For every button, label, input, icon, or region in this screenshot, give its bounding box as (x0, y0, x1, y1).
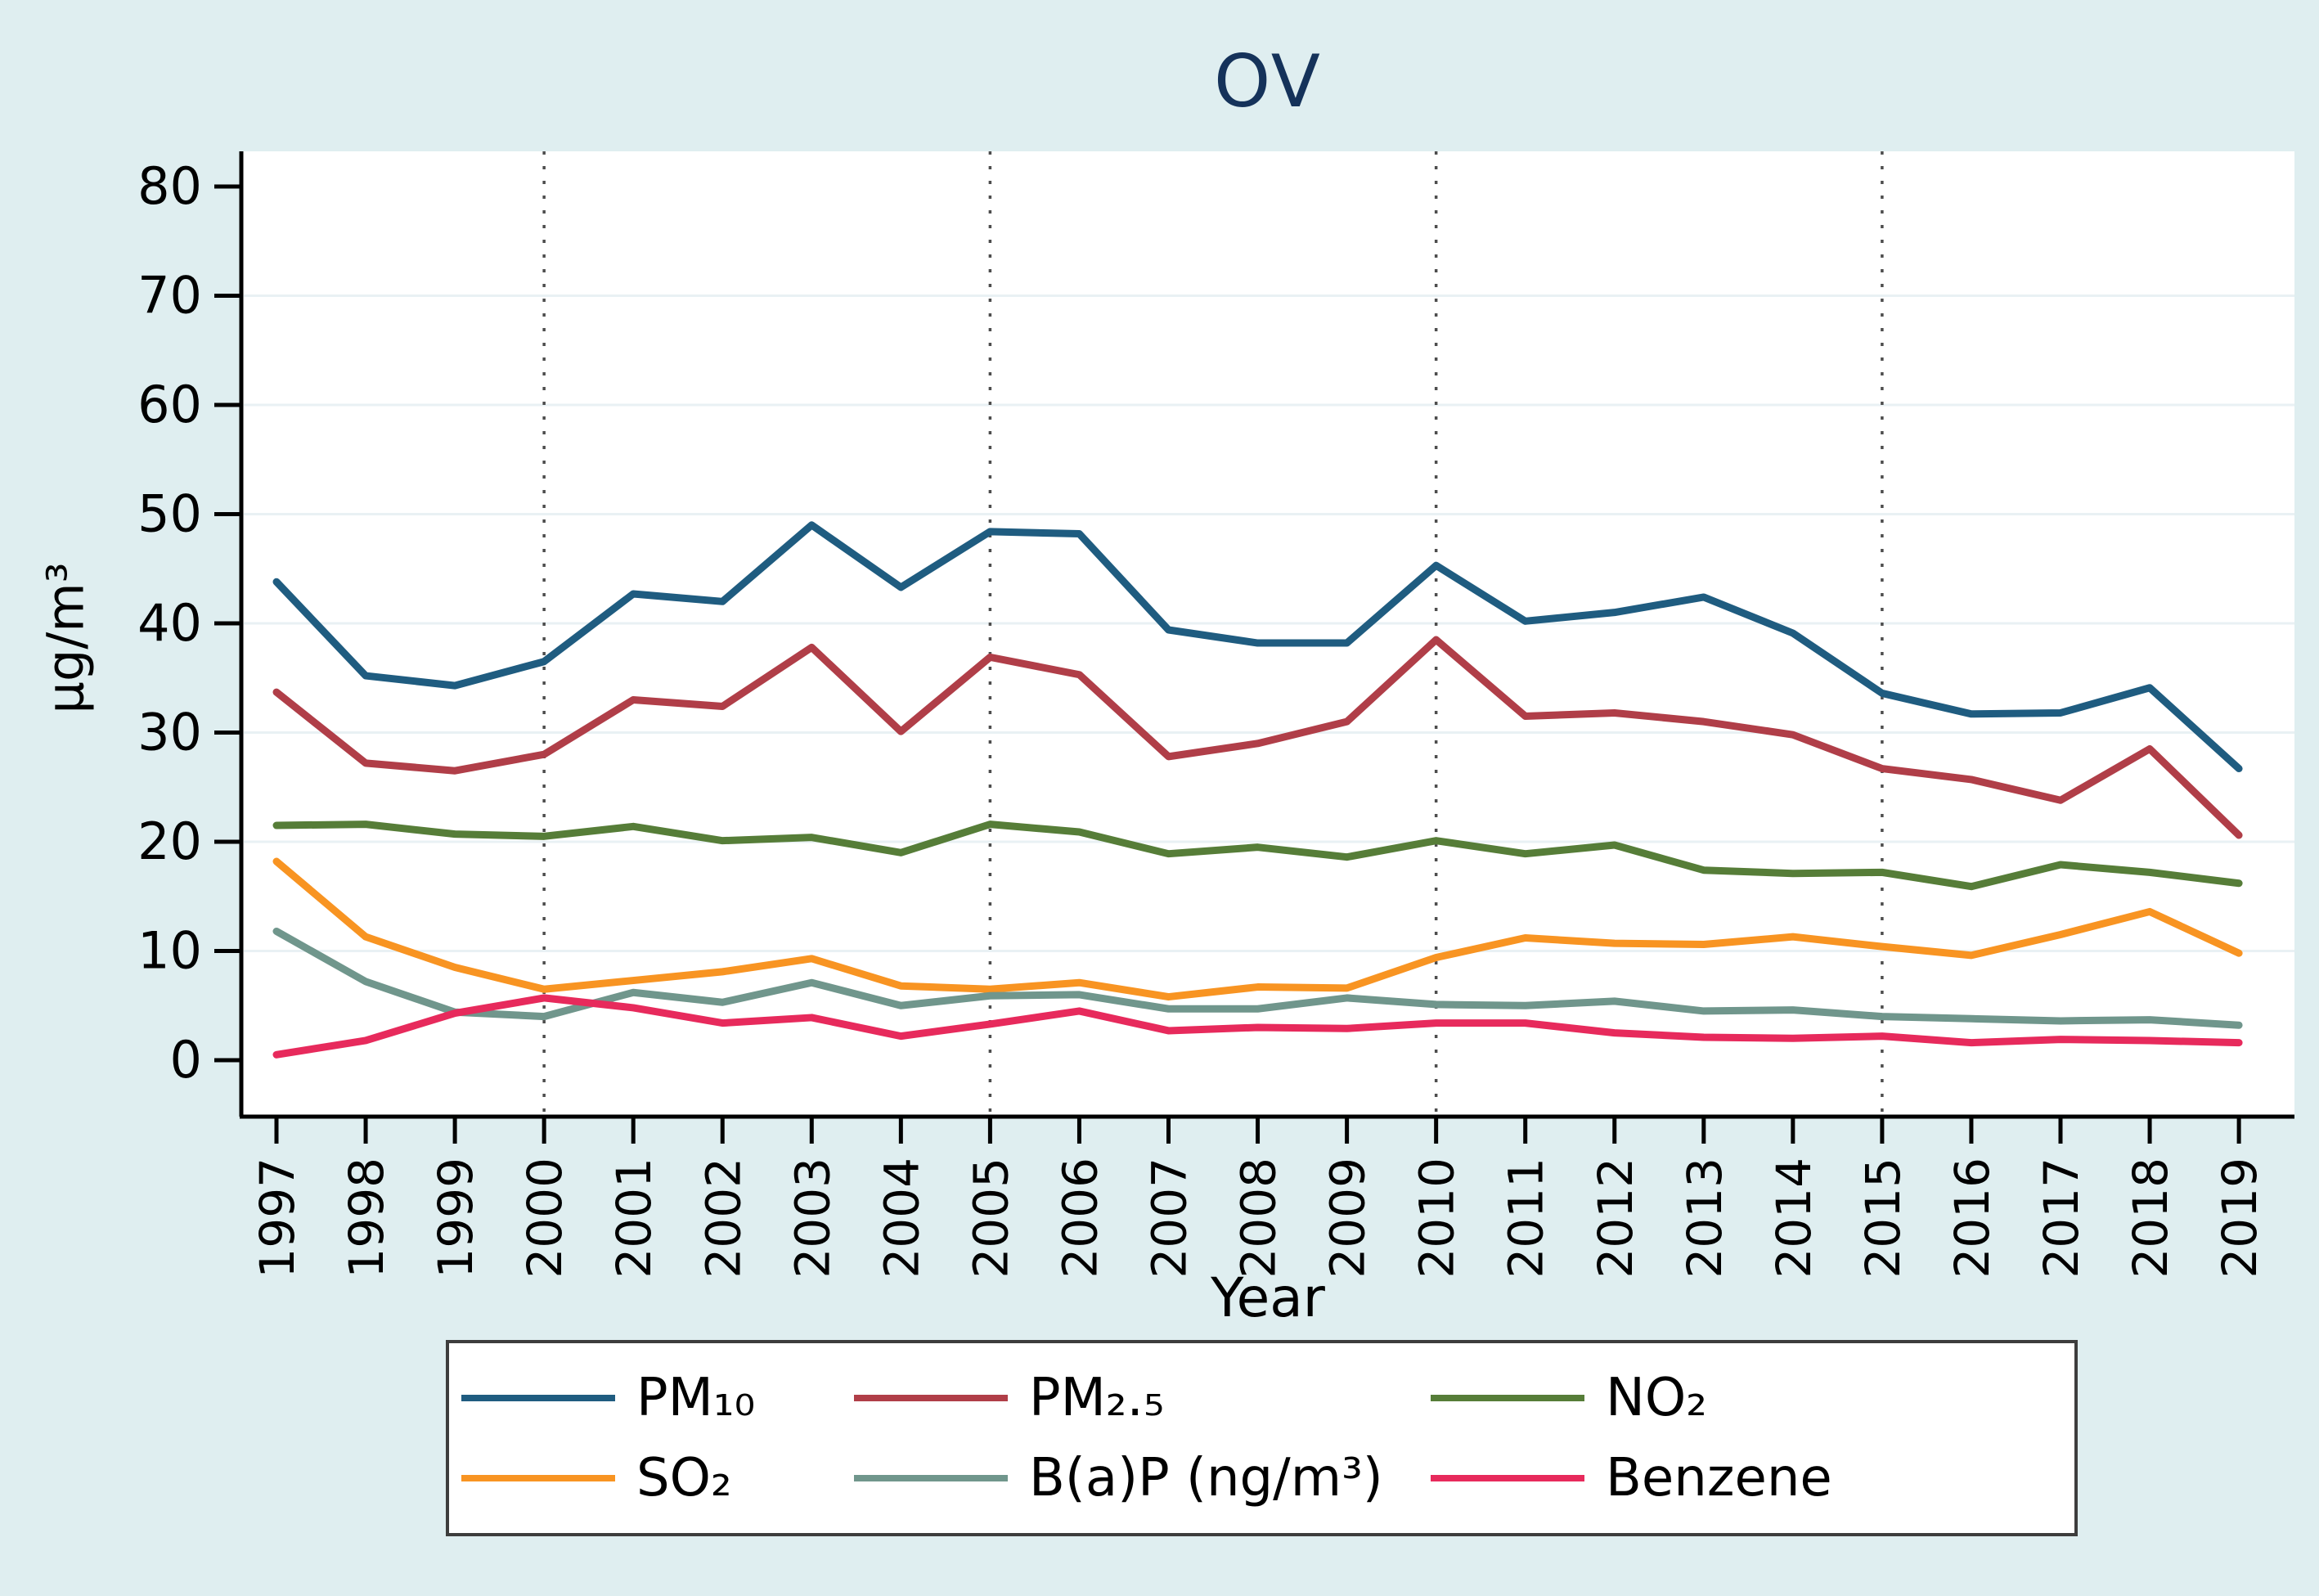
x-axis-title: Year (1211, 1266, 1325, 1329)
line-no (272, 820, 2243, 891)
legend-label-so2: SO₂ (636, 1448, 732, 1508)
x-tick-label-2003: 2003 (784, 1158, 840, 1279)
x-tick-label-1998: 1998 (339, 1158, 394, 1279)
legend-item-bap: B(a)P (ng/m³) (854, 1444, 1431, 1513)
x-tick-label-2012: 2012 (1588, 1158, 1643, 1279)
x-tick-label-2017: 2017 (2034, 1158, 2089, 1279)
x-tick-label-2000: 2000 (517, 1158, 573, 1279)
x-tick-label-2019: 2019 (2212, 1158, 2267, 1279)
x-tick-label-1999: 1999 (428, 1158, 483, 1279)
x-tick-label-2011: 2011 (1499, 1158, 1554, 1279)
legend-label-pm25: PM₂.₅ (1029, 1368, 1165, 1428)
y-tick-label-0: 0 (170, 1030, 202, 1090)
legend-label-bap: B(a)P (ng/m³) (1029, 1448, 1383, 1508)
y-tick-label-30: 30 (137, 703, 202, 762)
y-tick-label-80: 80 (137, 156, 202, 216)
y-tick-label-60: 60 (137, 375, 202, 434)
pm10-line-swatch (461, 1395, 615, 1401)
line-benzene (272, 994, 2243, 1059)
bap-line-swatch (854, 1475, 1008, 1481)
x-tick-label-2002: 2002 (695, 1158, 751, 1279)
x-tick-label-2016: 2016 (1944, 1158, 2000, 1279)
line-pm (272, 636, 2243, 839)
x-tick-label-2009: 2009 (1320, 1158, 1376, 1279)
x-tick-label-2010: 2010 (1409, 1158, 1465, 1279)
x-tick-label-2008: 2008 (1231, 1158, 1287, 1279)
pm25-line-swatch (854, 1395, 1008, 1401)
no2-line-swatch (1431, 1395, 1584, 1401)
x-tick-label-2018: 2018 (2123, 1158, 2178, 1279)
line-so (272, 857, 2243, 1001)
y-tick-label-40: 40 (137, 593, 202, 653)
legend-item-pm10: PM₁₀ (461, 1364, 854, 1432)
y-tick-label-20: 20 (137, 811, 202, 871)
x-tick-label-2007: 2007 (1142, 1158, 1198, 1279)
y-axis-title: µg/m³ (35, 562, 96, 714)
legend-item-pm25: PM₂.₅ (854, 1364, 1431, 1432)
x-tick-label-2004: 2004 (874, 1158, 929, 1279)
y-tick-label-10: 10 (137, 921, 202, 981)
line-bapngm (272, 927, 2243, 1029)
x-tick-label-1997: 1997 (249, 1158, 305, 1279)
benzene-line-swatch (1431, 1475, 1584, 1481)
x-tick-label-2015: 2015 (1855, 1158, 1911, 1279)
line-pm (272, 521, 2243, 773)
y-tick-label-50: 50 (137, 484, 202, 544)
x-tick-label-2014: 2014 (1766, 1158, 1822, 1279)
so2-line-swatch (461, 1475, 615, 1481)
legend-label-pm10: PM₁₀ (636, 1368, 756, 1428)
y-tick-label-70: 70 (137, 266, 202, 326)
chart-title: OV (1214, 39, 1322, 124)
x-tick-label-2006: 2006 (1052, 1158, 1108, 1279)
x-tick-label-2013: 2013 (1677, 1158, 1733, 1279)
legend-item-so2: SO₂ (461, 1444, 854, 1513)
x-tick-label-2001: 2001 (606, 1158, 662, 1279)
legend-label-no2: NO₂ (1606, 1368, 1707, 1428)
x-tick-label-2005: 2005 (963, 1158, 1018, 1279)
legend-item-benzene: Benzene (1431, 1444, 2074, 1513)
legend-item-no2: NO₂ (1431, 1364, 2074, 1432)
legend-box: PM₁₀ PM₂.₅ NO₂ SO₂ B(a)P (ng/m³) Benzene (446, 1340, 2078, 1536)
y-axis-title-wrap: µg/m³ (25, 563, 106, 714)
legend-label-benzene: Benzene (1606, 1448, 1832, 1508)
